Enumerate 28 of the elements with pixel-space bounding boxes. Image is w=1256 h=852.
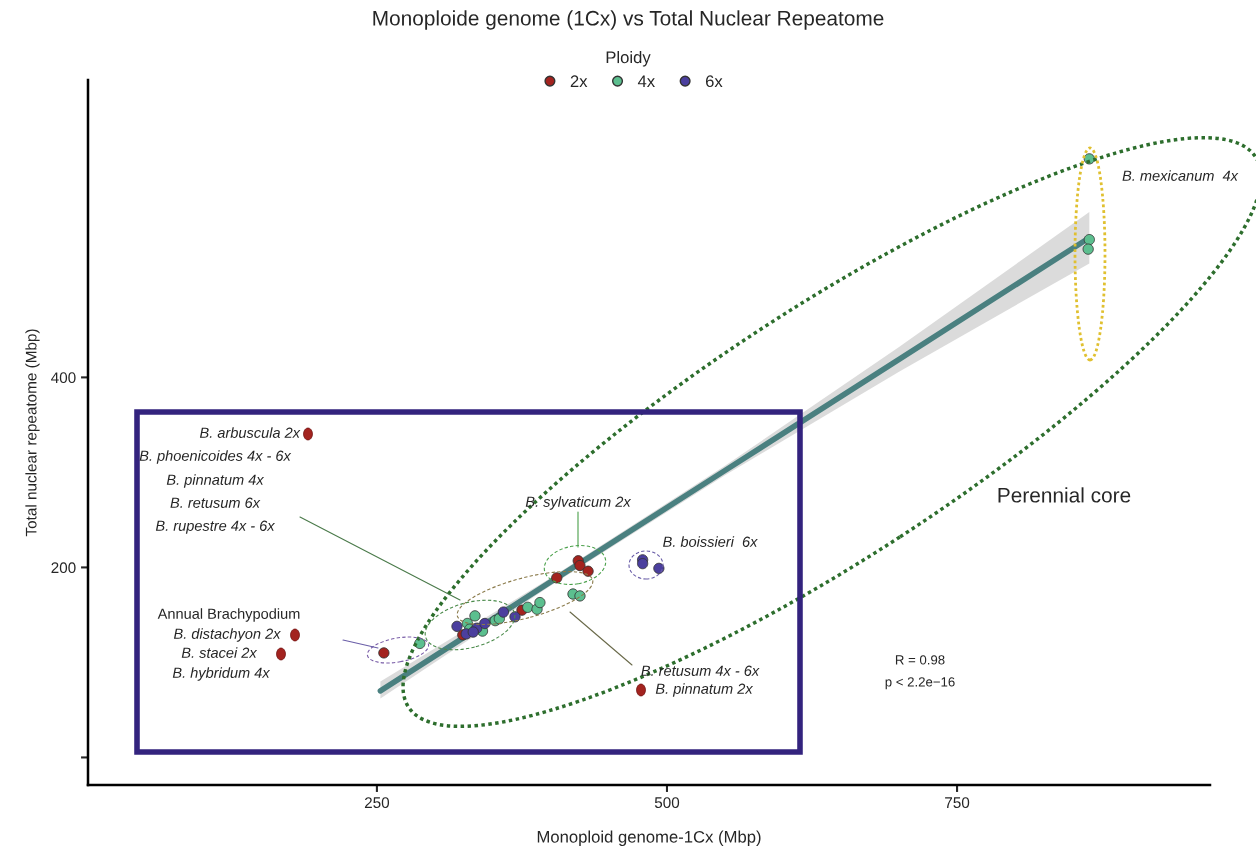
annotation: R = 0.98	[895, 655, 945, 665]
annotation: B. boissieri 6x	[663, 536, 758, 547]
annotation: B. pinnatum 4x	[166, 474, 265, 488]
legend-label: 6x	[705, 75, 723, 88]
legend-title: Ploidy	[606, 51, 651, 67]
annotation: B. retusum 6x	[170, 497, 261, 508]
annotation: B. sylvaticum 2x	[525, 496, 632, 510]
annotation: B. stacei 2x	[181, 647, 258, 658]
annotation: B. hybridum 4x	[172, 667, 271, 681]
annotation: Annual Brachypodium	[157, 608, 300, 622]
annotation: p < 2.2e−16	[885, 677, 955, 690]
legend-label: 2x	[570, 75, 588, 87]
x-tick-label: 750	[945, 797, 970, 809]
annotation: Perennial core	[998, 487, 1131, 503]
y-tick-label: 200	[51, 562, 76, 574]
annotation: B. pinnatum 2x	[655, 683, 754, 697]
annotation: B. distachyon 2x	[173, 628, 281, 642]
annotation: B. mexicanum 4x	[1122, 170, 1239, 181]
annotation: B. retusum 4x - 6x	[641, 665, 760, 676]
annotation: B. arbuscula 2x	[199, 427, 301, 438]
chart-title: Monoploide genome (1Cx) vs Total Nuclear Repeatome	[373, 10, 884, 30]
x-axis-title: Monoploid genome-1Cx (Mbp)	[537, 830, 761, 847]
annotation: B. rupestre 4x - 6x	[155, 520, 275, 534]
legend-label: 4x	[637, 75, 655, 87]
y-tick-label: 400	[51, 372, 76, 384]
x-tick-label: 250	[364, 797, 390, 809]
y-axis-title: Total nuclear repeatome (Mbp)	[25, 329, 40, 537]
x-tick-label: 500	[654, 797, 680, 809]
